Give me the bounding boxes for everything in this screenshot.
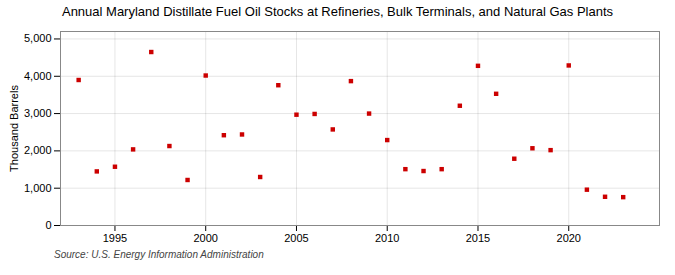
svg-text:2015: 2015	[466, 232, 490, 244]
svg-text:2,000: 2,000	[24, 144, 52, 156]
svg-text:2005: 2005	[284, 232, 308, 244]
svg-text:1,000: 1,000	[24, 182, 52, 194]
html-text:Source: U.S. Energy Informatio: Source: U.S. Energy Information Administ…	[54, 249, 264, 260]
svg-text:1995: 1995	[103, 232, 127, 244]
svg-text:Thousand Barrels: Thousand Barrels	[8, 85, 20, 172]
svg-text:2010: 2010	[375, 232, 399, 244]
svg-text:4,000: 4,000	[24, 70, 52, 82]
svg-text:0: 0	[45, 219, 51, 231]
svg-text:5,000: 5,000	[24, 32, 52, 44]
svg-text:3,000: 3,000	[24, 107, 52, 119]
html-text:Annual Maryland Distillate Fue: Annual Maryland Distillate Fuel Oil Stoc…	[62, 4, 613, 19]
svg-text:2000: 2000	[193, 232, 217, 244]
svg-text:2020: 2020	[557, 232, 581, 244]
